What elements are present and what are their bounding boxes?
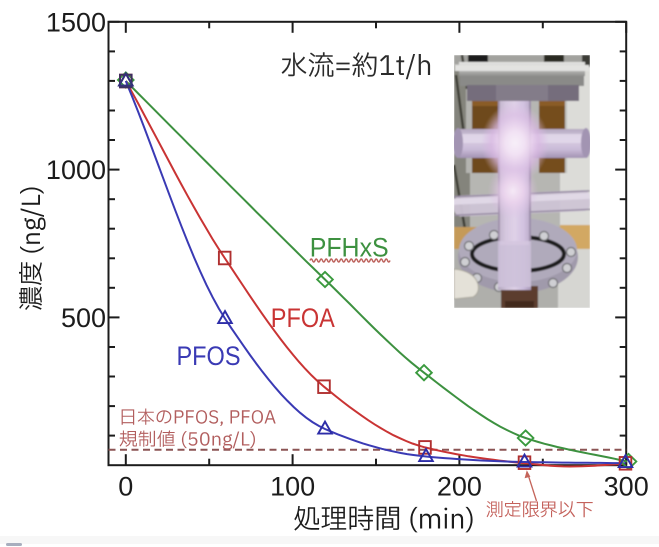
svg-text:500: 500 xyxy=(61,303,106,333)
svg-text:1000: 1000 xyxy=(46,155,106,185)
svg-text:1500: 1500 xyxy=(46,7,106,37)
svg-text:PFHxS: PFHxS xyxy=(310,232,389,262)
svg-text:100: 100 xyxy=(270,472,315,502)
svg-text:PFOA: PFOA xyxy=(271,303,335,333)
svg-text:PFOS: PFOS xyxy=(177,341,241,371)
svg-text:200: 200 xyxy=(437,472,482,502)
svg-text:300: 300 xyxy=(604,472,649,502)
svg-text:0: 0 xyxy=(118,472,133,502)
